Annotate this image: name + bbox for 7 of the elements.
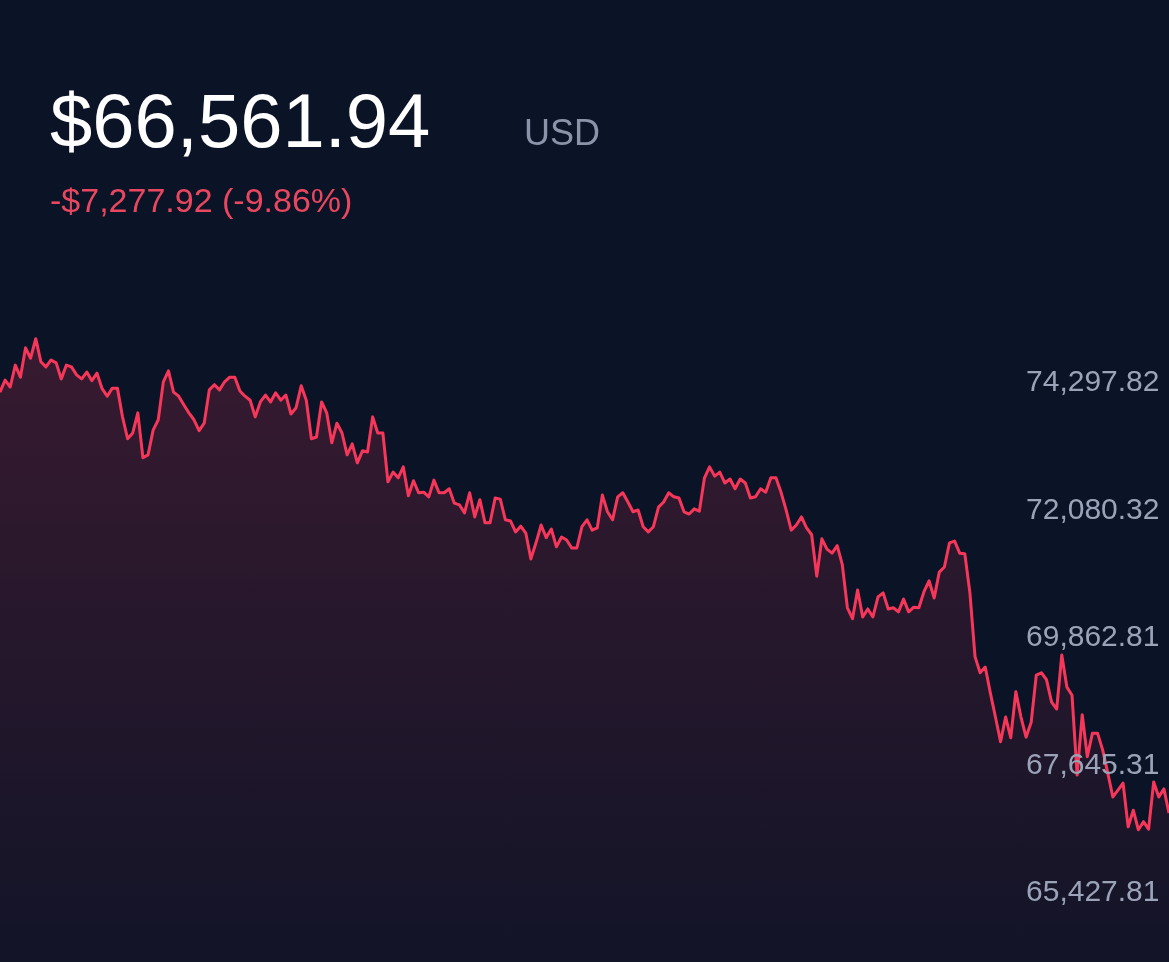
y-tick-label: 74,297.82	[1026, 364, 1160, 398]
y-tick-label: 65,427.81	[1026, 874, 1160, 908]
y-tick-label: 72,080.32	[1026, 491, 1160, 525]
text: $66,561.94	[50, 78, 431, 163]
text: -$7,277.92 (-9.86%)	[50, 181, 353, 219]
annotation: USD	[524, 112, 601, 153]
y-tick-label: 69,862.81	[1026, 619, 1160, 653]
